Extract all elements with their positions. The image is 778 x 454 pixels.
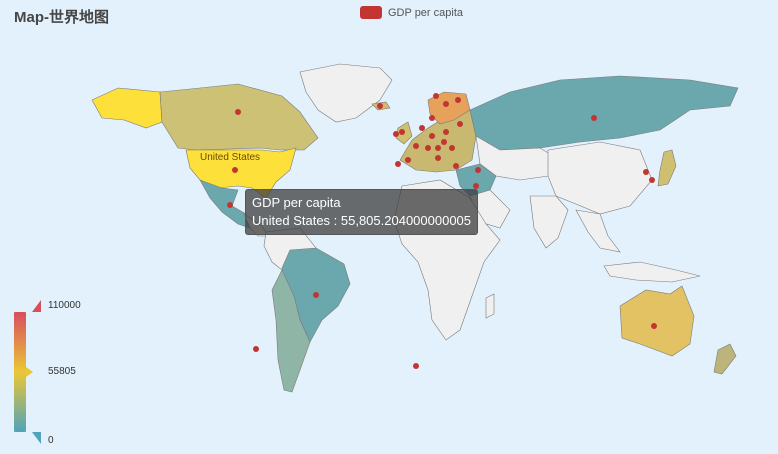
point-japan-2: [649, 177, 655, 183]
point-switzerland: [425, 145, 431, 151]
point-portugal: [395, 161, 401, 167]
point-czech: [441, 139, 447, 145]
point-france: [413, 143, 419, 149]
point-spain: [405, 157, 411, 163]
point-mexico: [227, 202, 233, 208]
point-finland: [455, 97, 461, 103]
point-turkey: [475, 167, 481, 173]
region-china: [547, 141, 653, 215]
region-label-united-states: United States: [200, 152, 260, 163]
region-south-america-south: [271, 269, 311, 393]
point-uk: [399, 129, 405, 135]
scatter-points: [227, 93, 657, 369]
region-indonesia: [603, 261, 701, 283]
point-israel: [473, 183, 479, 189]
chart-title: Map-世界地图: [14, 9, 109, 26]
point-greece: [453, 163, 459, 169]
visual-map-mid-label: 55805: [48, 366, 76, 377]
region-alaska: [91, 87, 163, 129]
point-sweden: [443, 101, 449, 107]
visual-map[interactable]: 110000 55805 0: [8, 296, 88, 450]
region-australia: [619, 285, 695, 357]
point-south-atlantic: [413, 363, 419, 369]
tooltip: GDP per capita United States : 55,805.20…: [245, 189, 479, 235]
point-united-states: [232, 167, 238, 173]
point-netherlands: [419, 125, 425, 131]
point-denmark: [429, 115, 435, 121]
point-italy: [435, 155, 441, 161]
point-austria: [435, 145, 441, 151]
visual-map-min-label: 0: [48, 435, 54, 446]
visual-map-max-handle-icon[interactable]: [32, 300, 41, 312]
region-madagascar: [485, 293, 495, 319]
point-chile-offshore: [253, 346, 259, 352]
region-greenland: [299, 63, 393, 123]
legend-label: GDP per capita: [388, 6, 464, 19]
region-new-zealand: [713, 343, 737, 375]
visual-map-gradient-bar[interactable]: [14, 312, 26, 432]
region-se-asia: [575, 209, 621, 253]
point-germany: [429, 133, 435, 139]
point-canada: [235, 109, 241, 115]
point-poland: [443, 129, 449, 135]
point-iceland: [377, 103, 383, 109]
point-norway: [433, 93, 439, 99]
region-japan: [657, 149, 677, 187]
visual-map-indicator-icon: [26, 367, 33, 377]
tooltip-series: GDP per capita: [252, 195, 341, 210]
tooltip-value: United States : 55,805.204000000005: [252, 213, 472, 228]
point-australia: [651, 323, 657, 329]
point-brazil: [313, 292, 319, 298]
visual-map-min-handle-icon[interactable]: [32, 432, 41, 444]
legend-swatch: [360, 6, 382, 19]
region-india: [529, 195, 569, 249]
legend-item-gdp[interactable]: GDP per capita: [360, 6, 463, 19]
region-russia: [469, 75, 739, 151]
region-canada: [159, 83, 319, 151]
point-russia: [591, 115, 597, 121]
point-hungary: [449, 145, 455, 151]
point-ireland: [393, 131, 399, 137]
point-estonia: [457, 121, 463, 127]
visual-map-max-label: 110000: [48, 300, 81, 311]
point-japan: [643, 169, 649, 175]
